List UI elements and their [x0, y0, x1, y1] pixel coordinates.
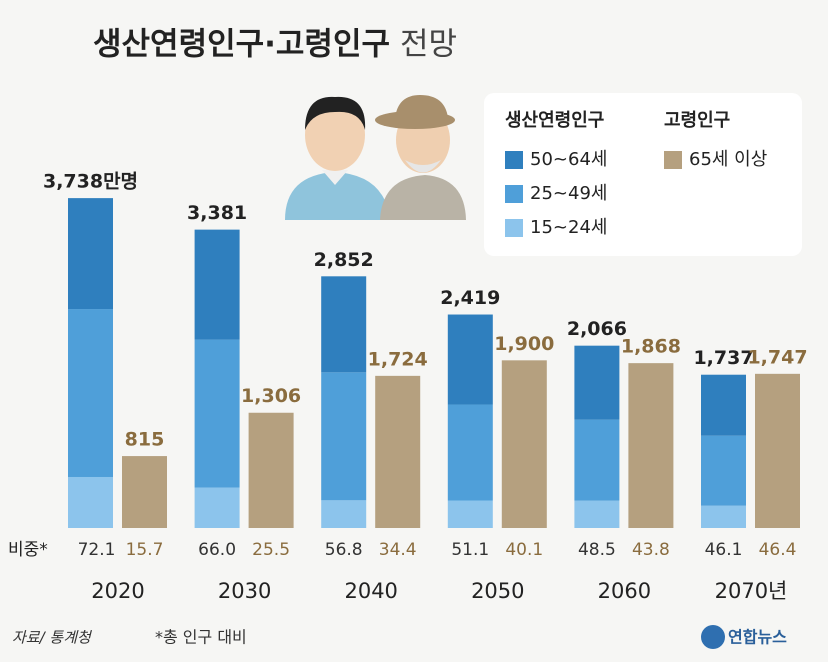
legend-swatch: [505, 151, 523, 169]
legend-group-title: 고령인구: [664, 110, 730, 131]
bar-segment: [321, 500, 367, 528]
bar: [755, 373, 800, 528]
x-tick-label: 2060: [598, 579, 651, 603]
bar-segment: [194, 229, 240, 340]
chart-title: 생산연령인구·고령인구: [93, 27, 390, 63]
bar-segment: [701, 374, 746, 436]
bar-segment: [194, 339, 240, 488]
legend-swatch: [505, 185, 523, 203]
bar-segment: [321, 372, 367, 501]
legend-swatch: [664, 151, 682, 169]
bar-segment: [574, 419, 620, 501]
bar: [122, 456, 167, 528]
bar-segment: [68, 476, 113, 528]
share-value: 51.1: [451, 540, 489, 560]
legend-box: [484, 93, 802, 256]
share-value: 25.5: [252, 540, 290, 560]
bar-segment: [574, 500, 620, 528]
share-value: 66.0: [198, 540, 236, 560]
share-value: 34.4: [379, 540, 417, 560]
share-value: 15.7: [126, 540, 164, 560]
illustration: [285, 95, 466, 220]
bar-segment: [574, 345, 620, 420]
legend-label: 65세 이상: [689, 149, 767, 170]
note: *총 인구 대비: [155, 628, 247, 647]
source: 자료/ 통계청: [12, 629, 93, 647]
share-value: 46.4: [759, 540, 797, 560]
bar-segment: [701, 435, 746, 506]
value-label: 1,306: [241, 385, 301, 407]
x-tick-label: 2030: [218, 579, 271, 603]
bar: [375, 375, 421, 528]
share-label: 비중*: [8, 540, 48, 560]
share-value: 46.1: [705, 540, 743, 560]
credit: 연합뉴스: [728, 628, 787, 647]
x-tick-label: 2070년: [715, 579, 788, 603]
bar: [248, 412, 294, 528]
total-label: 3,381: [187, 202, 247, 224]
bar-segment: [447, 404, 493, 501]
total-label: 2,066: [567, 318, 627, 340]
bar: [501, 360, 547, 528]
share-value: 43.8: [632, 540, 670, 560]
value-label: 1,868: [621, 336, 681, 358]
value-label: 1,724: [368, 348, 428, 370]
x-tick-label: 2050: [471, 579, 524, 603]
total-label: 1,737: [693, 347, 753, 369]
bar-segment: [447, 500, 493, 528]
credit-logo: [701, 625, 725, 649]
value-label: 815: [125, 429, 165, 451]
x-tick-label: 2040: [344, 579, 397, 603]
share-value: 48.5: [578, 540, 616, 560]
legend-group-title: 생산연령인구: [505, 110, 604, 131]
share-value: 40.1: [505, 540, 543, 560]
legend-swatch: [505, 219, 523, 237]
bar: [628, 363, 674, 528]
bar-segment: [321, 276, 367, 373]
value-label: 1,747: [747, 346, 807, 368]
bar-segment: [68, 309, 113, 477]
total-label: 2,419: [440, 287, 500, 309]
bar-segment: [701, 505, 746, 528]
bar-segment: [68, 198, 113, 310]
legend-label: 50~64세: [530, 149, 607, 170]
share-value: 72.1: [78, 540, 116, 560]
bar-segment: [194, 487, 240, 528]
legend-label: 25~49세: [530, 183, 607, 204]
bar-segment: [447, 314, 493, 405]
total-label: 3,738만명: [43, 171, 138, 193]
x-tick-label: 2020: [91, 579, 144, 603]
value-label: 1,900: [494, 333, 554, 355]
legend-label: 15~24세: [530, 217, 607, 238]
share-value: 56.8: [325, 540, 363, 560]
total-label: 2,852: [314, 249, 374, 271]
chart-title-suffix: 전망: [400, 27, 457, 63]
